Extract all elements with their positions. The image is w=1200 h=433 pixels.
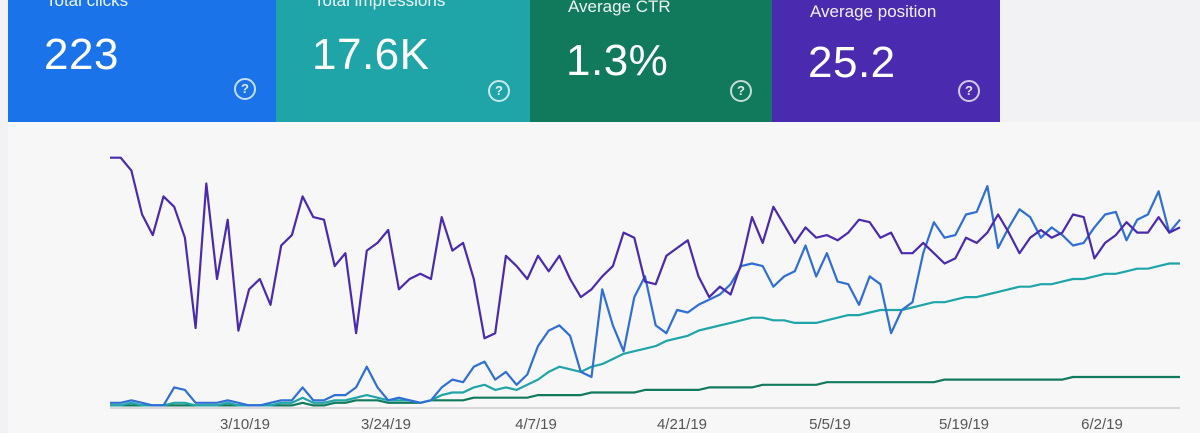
x-tick-label: 3/10/19 (220, 416, 270, 433)
card-label: Average position (810, 2, 937, 21)
performance-chart-panel: 3/10/19 3/24/19 4/7/19 4/21/19 5/5/19 5/19/19… (8, 122, 1200, 433)
card-average-ctr[interactable]: Average CTR 1.3% ? (530, 0, 772, 122)
x-tick-label: 5/19/19 (939, 416, 989, 433)
x-tick-label: 5/5/19 (809, 416, 851, 433)
x-tick-label: 4/21/19 (657, 416, 707, 433)
card-total-clicks[interactable]: Total clicks 223 ? (8, 0, 276, 122)
series-line-1 (110, 184, 1181, 407)
summary-cards: Total clicks 223 ? Total impressions 17.… (0, 0, 1200, 122)
x-tick-label: 6/2/19 (1081, 416, 1123, 433)
card-value: 17.6K (312, 30, 430, 79)
series-line-2 (110, 262, 1180, 407)
card-label: Total impressions (314, 0, 446, 10)
series-line-0 (110, 156, 1181, 340)
card-total-impressions[interactable]: Total impressions 17.6K ? (276, 0, 530, 122)
series-line-3 (110, 375, 1180, 407)
help-icon[interactable]: ? (730, 80, 752, 102)
card-value: 25.2 (808, 38, 896, 87)
x-tick-label: 4/7/19 (515, 416, 557, 433)
card-average-position[interactable]: Average position 25.2 ? (772, 0, 1000, 122)
help-icon[interactable]: ? (958, 80, 980, 102)
help-icon[interactable]: ? (234, 78, 256, 100)
help-icon[interactable]: ? (488, 80, 510, 102)
performance-chart: 3/10/19 3/24/19 4/7/19 4/21/19 5/5/19 5/19/19… (110, 156, 1181, 433)
card-label: Average CTR (568, 0, 671, 16)
card-value: 223 (44, 30, 119, 79)
card-value: 1.3% (566, 36, 669, 85)
card-label: Total clicks (46, 0, 129, 10)
x-tick-label: 3/24/19 (361, 416, 411, 433)
